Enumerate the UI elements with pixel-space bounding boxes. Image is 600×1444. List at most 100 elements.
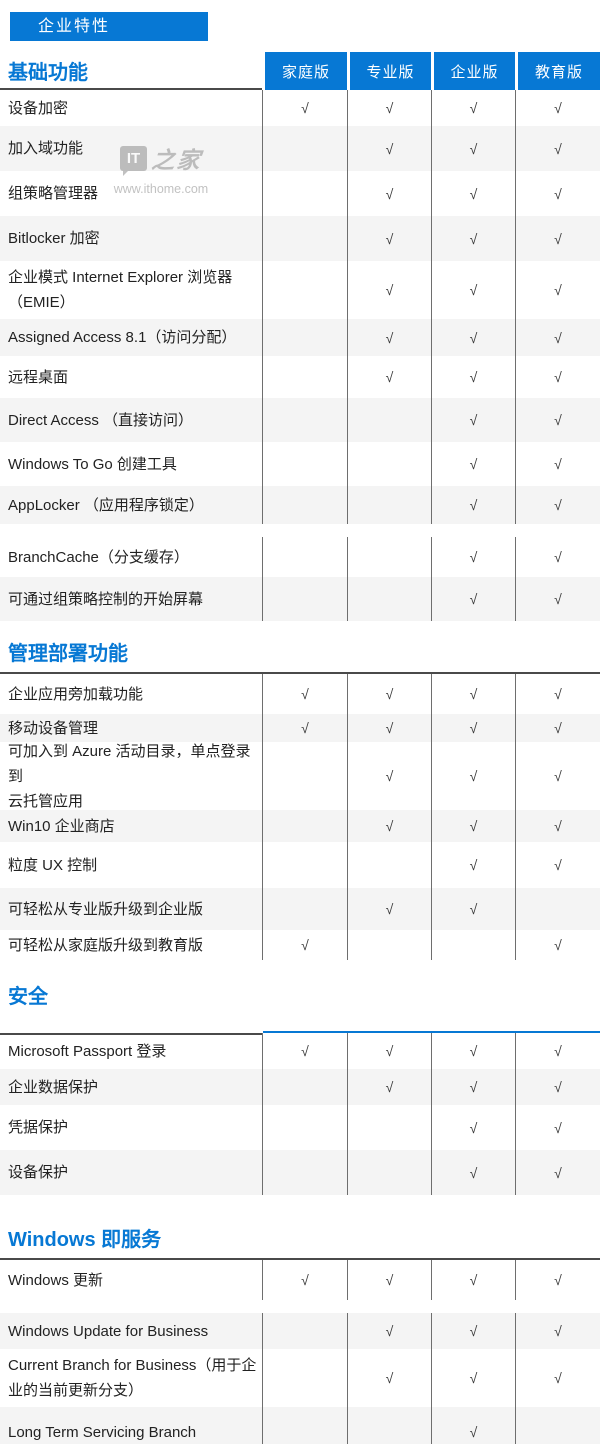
checkmark: √ bbox=[554, 282, 562, 298]
checkmark: √ bbox=[554, 140, 562, 157]
edition-cell: √ bbox=[431, 1069, 515, 1105]
feature-label: Windows To Go 创建工具 bbox=[0, 442, 262, 486]
edition-cell: √ bbox=[431, 810, 515, 842]
edition-cell bbox=[262, 442, 347, 486]
feature-label-line: Microsoft Passport 登录 bbox=[8, 1042, 167, 1060]
edition-cell: √ bbox=[515, 356, 600, 398]
feature-label-line: 云托管应用 bbox=[8, 792, 84, 810]
checkmark: √ bbox=[385, 230, 394, 247]
checkmark: √ bbox=[469, 1370, 478, 1386]
edition-cell bbox=[262, 742, 347, 810]
feature-label-line: 组策略管理器 bbox=[8, 185, 99, 202]
checkmark: √ bbox=[554, 1119, 562, 1136]
section-heading: 基础功能 bbox=[8, 61, 88, 84]
edition-cell bbox=[262, 126, 347, 171]
edition-cell: √ bbox=[515, 1260, 600, 1300]
feature-label: Assigned Access 8.1（访问分配） bbox=[0, 319, 262, 356]
edition-cell bbox=[262, 1150, 347, 1195]
edition-cell: √ bbox=[347, 1260, 431, 1300]
edition-cell bbox=[262, 842, 347, 888]
checkmark: √ bbox=[385, 768, 394, 784]
feature-label-line: 设备加密 bbox=[8, 99, 69, 117]
watermark: IT 之家 www.ithome.com bbox=[112, 141, 210, 196]
checkmark: √ bbox=[554, 1043, 562, 1059]
feature-row: Direct Access （直接访问） √ √ bbox=[0, 398, 600, 442]
checkmark: √ bbox=[554, 100, 562, 116]
checkmark: √ bbox=[385, 140, 394, 157]
feature-row: Current Branch for Business（用于企 业的当前更新分支）… bbox=[0, 1349, 600, 1407]
edition-cell bbox=[262, 1313, 347, 1349]
edition-cell bbox=[262, 1349, 347, 1407]
feature-row: 可轻松从专业版升级到企业版 √ √ bbox=[0, 888, 600, 930]
checkmark: √ bbox=[469, 1424, 478, 1440]
checkmark: √ bbox=[469, 857, 478, 873]
checkmark: √ bbox=[554, 230, 562, 247]
edition-cell: √ bbox=[431, 1349, 515, 1407]
feature-label-line: 可加入到 Azure 活动目录，单点登录到 bbox=[8, 742, 251, 785]
checkmark: √ bbox=[385, 1043, 394, 1059]
watermark-logo-row: IT 之家 bbox=[112, 141, 210, 176]
edition-cell: √ bbox=[262, 1260, 347, 1300]
checkmark: √ bbox=[554, 857, 562, 873]
feature-label: 设备保护 bbox=[0, 1150, 262, 1195]
checkmark: √ bbox=[301, 100, 309, 116]
edition-cell: √ bbox=[515, 742, 600, 810]
feature-row: AppLocker （应用程序锁定） √ √ bbox=[0, 486, 600, 524]
checkmark: √ bbox=[385, 1370, 394, 1386]
feature-label-line: 移动设备管理 bbox=[8, 719, 99, 737]
checkmark: √ bbox=[385, 901, 394, 917]
edition-cell: √ bbox=[515, 930, 600, 960]
table-area: 基础功能 家庭版 专业版 企业版 教育版 设备加密 √ √ √ √ 加入域功能 √ √ √ 组策略管理器 √ √… bbox=[0, 52, 600, 1444]
checkmark: √ bbox=[469, 901, 478, 917]
edition-cell: √ bbox=[431, 398, 515, 442]
checkmark: √ bbox=[554, 456, 562, 472]
edition-cell: √ bbox=[515, 714, 600, 742]
checkmark: √ bbox=[469, 768, 478, 784]
checkmark: √ bbox=[385, 720, 394, 736]
edition-cell: √ bbox=[262, 90, 347, 126]
feature-row: 企业模式 Internet Explorer 浏览器 （EMIE） √ √ √ bbox=[0, 261, 600, 319]
feature-label: 可轻松从家庭版升级到教育版 bbox=[0, 930, 262, 960]
feature-label-line: 可轻松从家庭版升级到教育版 bbox=[8, 936, 204, 954]
checkmark: √ bbox=[469, 720, 478, 736]
edition-cell: √ bbox=[515, 810, 600, 842]
edition-cell: √ bbox=[347, 674, 431, 714]
edition-cell: √ bbox=[515, 842, 600, 888]
table-header-row: 基础功能 家庭版 专业版 企业版 教育版 bbox=[0, 52, 600, 90]
edition-header: 专业版 bbox=[347, 52, 431, 90]
checkmark: √ bbox=[469, 185, 478, 202]
edition-cell: √ bbox=[431, 126, 515, 171]
edition-cell: √ bbox=[347, 1313, 431, 1349]
feature-row: 远程桌面 √ √ √ bbox=[0, 356, 600, 398]
feature-row: 可通过组策略控制的开始屏幕 √ √ bbox=[0, 577, 600, 621]
edition-cell: √ bbox=[515, 1313, 600, 1349]
edition-cell: √ bbox=[431, 842, 515, 888]
checkmark: √ bbox=[469, 456, 478, 472]
checkmark: √ bbox=[301, 1043, 309, 1059]
table-segment: 设备加密 √ √ √ √ 加入域功能 √ √ √ 组策略管理器 √ √ √ Bitlocker 加密 √ √ √… bbox=[0, 90, 600, 524]
checkmark: √ bbox=[554, 1164, 562, 1181]
edition-cell: √ bbox=[347, 888, 431, 930]
checkmark: √ bbox=[469, 1323, 478, 1339]
edition-cell: √ bbox=[515, 398, 600, 442]
feature-row: 移动设备管理 √ √ √ √ bbox=[0, 714, 600, 742]
checkmark: √ bbox=[385, 369, 394, 385]
checkmark: √ bbox=[554, 329, 562, 346]
feature-label-line: Windows To Go 创建工具 bbox=[8, 455, 177, 473]
edition-cell: √ bbox=[431, 1150, 515, 1195]
feature-label: BranchCache（分支缓存） bbox=[0, 537, 262, 577]
edition-cell: √ bbox=[431, 216, 515, 261]
checkmark: √ bbox=[554, 185, 562, 202]
edition-cell bbox=[347, 398, 431, 442]
feature-label: Microsoft Passport 登录 bbox=[0, 1033, 262, 1069]
feature-row: 可加入到 Azure 活动目录，单点登录到云托管应用 √ √ √ bbox=[0, 742, 600, 810]
edition-cell: √ bbox=[431, 1313, 515, 1349]
checkmark: √ bbox=[469, 818, 478, 834]
checkmark: √ bbox=[469, 369, 478, 385]
edition-cell bbox=[347, 1407, 431, 1444]
checkmark: √ bbox=[554, 818, 562, 834]
feature-label: Bitlocker 加密 bbox=[0, 216, 262, 261]
checkmark: √ bbox=[469, 1119, 478, 1136]
feature-row: 加入域功能 √ √ √ bbox=[0, 126, 600, 171]
table-segment: Microsoft Passport 登录 √ √ √ √ 企业数据保护 √ √ √ 凭据保护 √ √… bbox=[0, 1031, 600, 1195]
